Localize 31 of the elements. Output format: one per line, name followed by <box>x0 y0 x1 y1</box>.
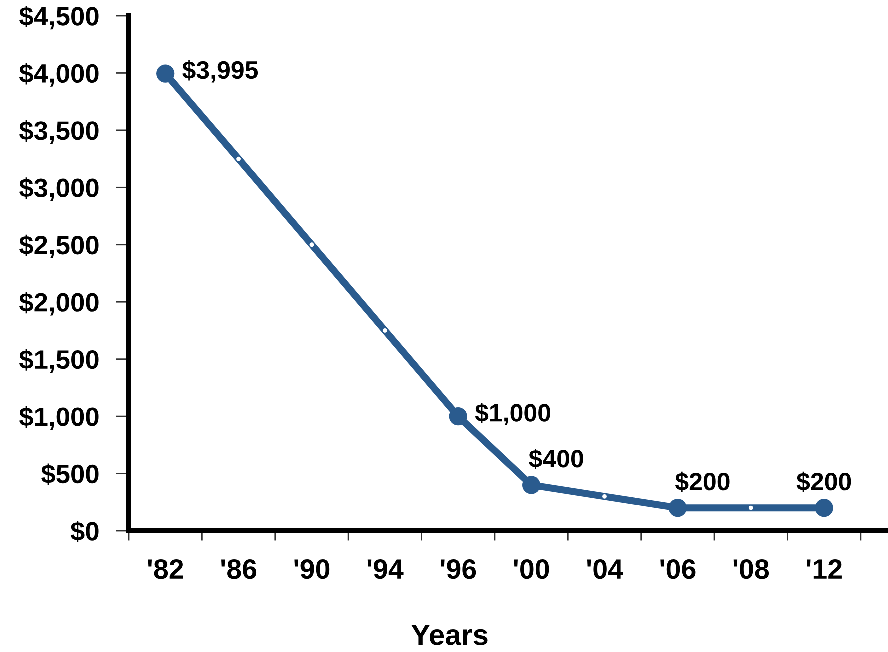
data-label: $200 <box>675 472 730 492</box>
x-tick-label: '12 <box>807 560 842 579</box>
y-tick-label: $1,500 <box>19 349 99 373</box>
point <box>522 476 541 494</box>
x-tick-label: '08 <box>734 560 770 580</box>
x-tick-label: '04 <box>587 560 624 580</box>
y-tick-label: $3,500 <box>19 120 99 144</box>
point <box>815 499 834 518</box>
y-tick-label: $500 <box>41 464 99 486</box>
x-tick-label: '94 <box>368 560 404 580</box>
y-tick-label: $2,500 <box>19 234 99 259</box>
y-tick-label: $1,000 <box>19 406 99 430</box>
y-tick-label: $3,000 <box>19 178 99 202</box>
data-label: $1,000 <box>475 403 550 426</box>
data-label: $3,995 <box>182 60 258 83</box>
data-label: $400 <box>529 448 584 470</box>
point <box>156 64 175 83</box>
y-tick-label: $4,500 <box>19 6 99 30</box>
y-tick-label: $0 <box>70 520 99 543</box>
x-tick-label: '00 <box>514 560 550 580</box>
y-tick-label: $2,000 <box>19 292 99 316</box>
x-tick-label: '86 <box>222 560 257 580</box>
x-tick-label: '96 <box>441 560 476 580</box>
x-tick-label: '90 <box>294 560 330 580</box>
y-tick-label: $4,000 <box>19 63 99 87</box>
point <box>668 499 687 518</box>
x-tick-label: '82 <box>148 560 184 580</box>
point <box>449 408 468 426</box>
x-axis-title: Years <box>412 625 488 646</box>
x-tick-label: '06 <box>660 560 696 580</box>
data-label: $200 <box>796 472 852 492</box>
